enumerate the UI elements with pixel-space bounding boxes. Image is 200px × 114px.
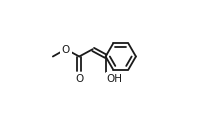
Text: O: O [75,74,83,84]
Text: OH: OH [107,73,123,83]
Text: O: O [62,45,70,55]
